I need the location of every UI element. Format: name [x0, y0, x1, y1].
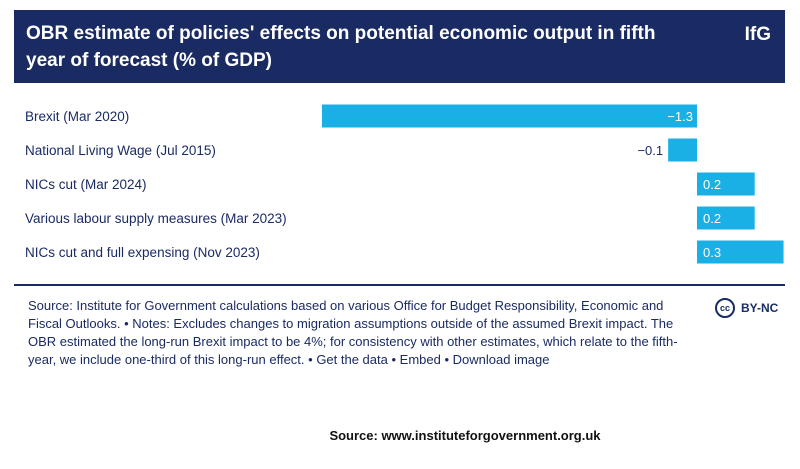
license-label: BY-NC [741, 301, 779, 315]
source-text: Source: Institute for Government calcula… [28, 298, 678, 367]
data-label: −1.3 [667, 109, 693, 124]
divider [14, 284, 785, 286]
bar [697, 206, 755, 230]
license-badge[interactable]: cc BY-NC [715, 298, 778, 318]
source-notes: Source: Institute for Government calcula… [28, 297, 700, 369]
chart-header: OBR estimate of policies' effects on pot… [14, 10, 785, 83]
embed-link[interactable]: Embed [399, 352, 441, 367]
link-separator: • [387, 352, 400, 367]
bar-chart: Brexit (Mar 2020) −1.3 National Living Wag… [25, 104, 784, 264]
bar [697, 172, 755, 196]
category-label: NICs cut and full expensing (Nov 2023) [25, 245, 260, 260]
data-label: 0.2 [703, 211, 721, 226]
bar [321, 104, 697, 128]
creative-commons-icon: cc [715, 298, 735, 318]
ifg-logo: IfG [744, 24, 771, 45]
category-label: Various labour supply measures (Mar 2023… [25, 211, 287, 226]
download-image-link[interactable]: Download image [452, 352, 550, 367]
chart-title: OBR estimate of policies' effects on pot… [26, 23, 656, 71]
data-label: −0.1 [637, 143, 663, 158]
category-label: NICs cut (Mar 2024) [25, 177, 147, 192]
link-separator: • [440, 352, 453, 367]
bar [668, 138, 697, 162]
data-label: 0.2 [703, 177, 721, 192]
bar [697, 240, 784, 264]
footer-source: Source: www.instituteforgovernment.org.u… [329, 428, 601, 443]
data-label: 0.3 [703, 245, 721, 260]
category-label: National Living Wage (Jul 2015) [25, 143, 216, 158]
get-data-link[interactable]: Get the data [316, 352, 388, 367]
category-label: Brexit (Mar 2020) [25, 109, 129, 124]
